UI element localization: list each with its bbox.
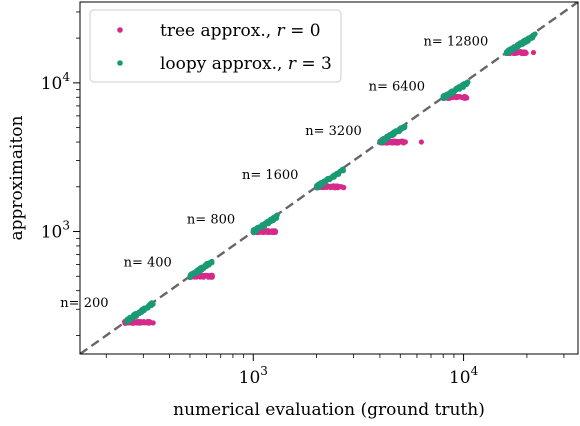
cluster-annotation: n= 200 bbox=[60, 296, 108, 311]
data-point bbox=[201, 264, 206, 269]
x-axis-label: numerical evaluation (ground truth) bbox=[173, 400, 485, 420]
data-point bbox=[341, 167, 346, 172]
data-point bbox=[509, 48, 514, 53]
data-point bbox=[400, 126, 405, 131]
data-point bbox=[398, 139, 403, 144]
data-point bbox=[324, 178, 329, 183]
data-point bbox=[386, 133, 391, 138]
data-point bbox=[333, 184, 338, 189]
data-point bbox=[142, 305, 147, 310]
data-point bbox=[419, 139, 424, 144]
series-tree bbox=[122, 49, 536, 326]
x-tick-label: 104 bbox=[449, 364, 479, 388]
data-point bbox=[273, 215, 278, 220]
cluster-annotation: n= 800 bbox=[187, 213, 235, 228]
data-point bbox=[522, 38, 527, 43]
cluster-annotation: n= 400 bbox=[124, 256, 172, 271]
x-tick-label: 103 bbox=[239, 364, 268, 388]
data-point bbox=[316, 181, 321, 186]
data-point bbox=[151, 320, 156, 325]
data-point bbox=[390, 139, 395, 144]
data-point bbox=[461, 81, 466, 86]
data-point bbox=[515, 42, 520, 47]
data-point bbox=[253, 229, 258, 234]
data-point bbox=[269, 219, 274, 224]
y-ticks: 103 104 bbox=[41, 12, 80, 335]
legend-label: loopy approx., r = 3 bbox=[160, 54, 332, 74]
y-tick-label: 104 bbox=[41, 70, 71, 94]
cluster-annotation: n= 12800 bbox=[423, 35, 488, 50]
legend-label: tree approx., r = 0 bbox=[160, 21, 321, 41]
data-point bbox=[519, 50, 524, 55]
y-tick-label: 103 bbox=[41, 219, 70, 243]
data-point bbox=[188, 272, 193, 277]
y-axis-label: approximaiton bbox=[7, 115, 27, 240]
legend-marker bbox=[117, 60, 123, 66]
data-point bbox=[273, 229, 278, 234]
data-point bbox=[528, 35, 533, 40]
data-point bbox=[144, 320, 149, 325]
data-point bbox=[341, 185, 346, 190]
data-point bbox=[193, 271, 198, 276]
data-point bbox=[267, 230, 272, 235]
data-point bbox=[208, 273, 213, 278]
data-point bbox=[531, 50, 536, 55]
data-point bbox=[150, 301, 155, 306]
data-point bbox=[262, 221, 267, 226]
data-point bbox=[445, 93, 450, 98]
data-point bbox=[393, 130, 398, 135]
data-point bbox=[463, 94, 468, 99]
cluster-annotation: n= 6400 bbox=[369, 79, 425, 94]
legend: tree approx., r = 0 loopy approx., r = 3 bbox=[90, 10, 341, 82]
data-point bbox=[382, 136, 387, 141]
x-ticks: 103 104 bbox=[106, 354, 564, 388]
cluster-annotation: n= 1600 bbox=[242, 168, 298, 183]
data-point bbox=[137, 319, 142, 324]
data-point bbox=[331, 173, 336, 178]
legend-marker bbox=[117, 27, 123, 33]
data-point bbox=[128, 316, 133, 321]
data-point bbox=[134, 313, 139, 318]
cluster-annotation: n= 3200 bbox=[305, 124, 361, 139]
